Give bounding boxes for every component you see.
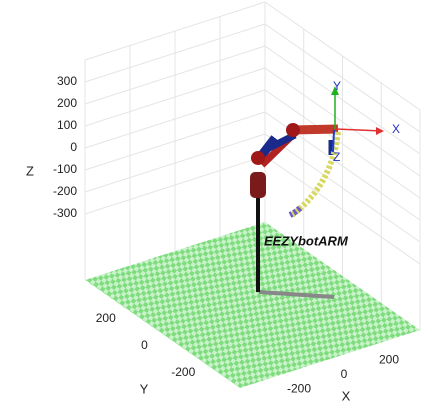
z-tick-label: 200: [57, 96, 77, 110]
z-tick-label: -200: [53, 184, 77, 198]
annotation: EEZYbotARM: [264, 233, 349, 248]
x-tick-label: 0: [341, 367, 348, 381]
z-axis-label: Z: [26, 163, 34, 178]
frame-y-label: Y: [333, 79, 341, 93]
x-tick-label: -200: [287, 382, 311, 396]
floor: [85, 222, 420, 388]
z-tick-label: -300: [53, 206, 77, 220]
y-tick-label: -200: [171, 365, 195, 379]
z-tick-label: -100: [53, 162, 77, 176]
z-tick-label: 0: [70, 140, 77, 154]
x-axis-label: X: [342, 388, 351, 403]
y-tick-label: 0: [141, 338, 148, 352]
z-tick-label: 100: [57, 118, 77, 132]
x-tick-label: 200: [379, 353, 399, 367]
y-tick-label: 200: [96, 311, 116, 325]
frame-z-label: Z: [333, 150, 340, 164]
frame-x-label: X: [392, 122, 400, 136]
z-tick-label: 300: [57, 74, 77, 88]
y-axis-label: Y: [140, 381, 149, 396]
chart: X Y Z EEZYbotARM Z Y X -300 -200 -100 0 100 2…: [0, 0, 427, 405]
